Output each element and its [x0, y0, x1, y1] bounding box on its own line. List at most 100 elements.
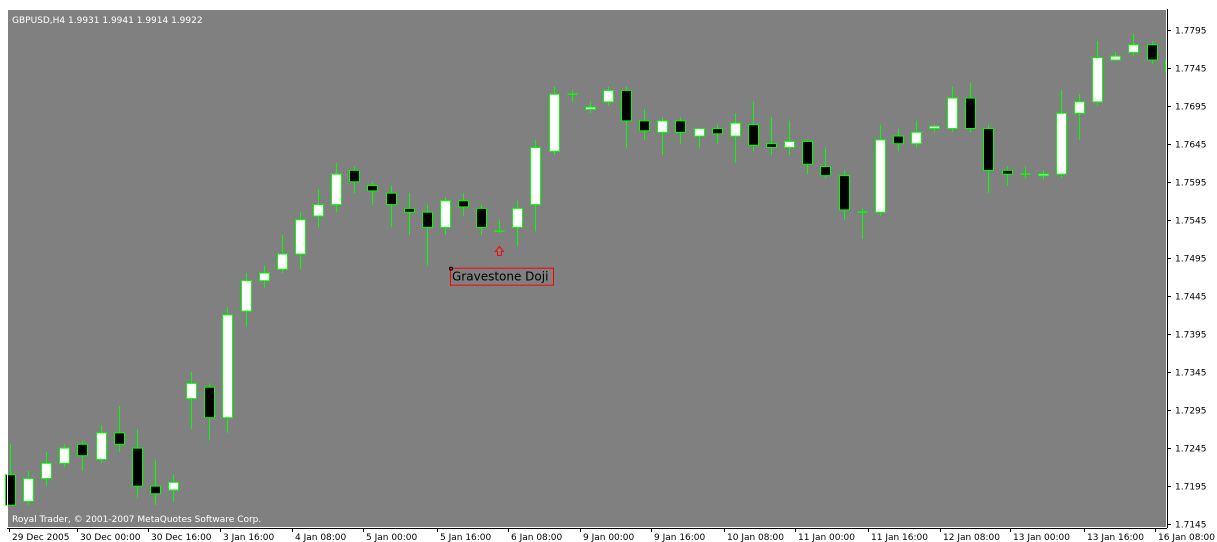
time-tick-label: 4 Jan 08:00 — [295, 533, 347, 542]
price-tick-label: 1.7195 — [1175, 483, 1207, 493]
candle-body-bear — [476, 207, 487, 228]
candle-body-bear — [77, 443, 88, 457]
candle-body-bull — [331, 173, 342, 206]
candle-body-bull — [186, 382, 197, 400]
candle-body-bull — [694, 127, 705, 137]
candle-body-bear — [839, 175, 850, 211]
time-axis-panel — [0, 528, 1217, 542]
candle-body-bear — [150, 485, 161, 495]
candle-body-bear — [1002, 169, 1013, 175]
candle-body-bull — [784, 140, 795, 149]
price-tick-label: 1.7645 — [1175, 141, 1207, 151]
up-arrow-icon — [494, 245, 505, 256]
time-tick-label: 9 Jan 00:00 — [583, 533, 635, 542]
candle-body-bear — [965, 97, 976, 129]
time-tick-label: 5 Jan 00:00 — [366, 533, 418, 542]
candle-body-bear — [132, 447, 143, 487]
candle-body-bull — [41, 462, 52, 480]
time-tick-label: 12 Jan 08:00 — [943, 533, 1000, 542]
copyright-text: Royal Trader, © 2001-2007 MetaQuotes Sof… — [12, 515, 261, 525]
candle-body-bull — [295, 219, 306, 255]
candle-body-bull — [585, 106, 596, 110]
price-tick-label: 1.7145 — [1175, 521, 1207, 531]
candle-body-bear — [712, 127, 723, 135]
time-tick-label: 10 Jan 08:00 — [727, 533, 784, 542]
price-axis: 1.7795 1.7745 1.7695 1.7645 1.7595 1.7545 1.74… — [1167, 9, 1207, 531]
candle-body-bear — [458, 200, 469, 208]
candle-body-bull — [1056, 112, 1067, 175]
price-tick-label: 1.7695 — [1175, 103, 1207, 113]
price-axis-panel — [1167, 0, 1217, 542]
candle-body-bear — [367, 185, 378, 192]
annotation-label: Gravestone Doji — [452, 270, 548, 284]
candle-body-bull — [929, 125, 940, 129]
candle-body-bull — [96, 432, 107, 461]
plot-frame — [7, 9, 1167, 528]
price-tick-label: 1.7595 — [1175, 179, 1207, 189]
time-tick-label: 6 Jan 08:00 — [511, 533, 563, 542]
candle-body-bear — [621, 89, 632, 122]
time-tick-label: 11 Jan 16:00 — [871, 533, 928, 542]
price-tick-label: 1.7395 — [1175, 331, 1207, 341]
candle-body-bull — [440, 200, 451, 228]
price-tick-label: 1.7445 — [1175, 293, 1207, 303]
candle-body-bull — [23, 478, 34, 502]
time-tick-label: 9 Jan 16:00 — [654, 533, 706, 542]
time-tick-label: 3 Jan 16:00 — [223, 533, 275, 542]
price-tick-label: 1.7345 — [1175, 369, 1207, 379]
price-tick-label: 1.7745 — [1175, 65, 1207, 75]
candle-body-bear — [5, 474, 16, 506]
candle-body-bull — [277, 253, 288, 270]
time-tick-label: 5 Jan 16:00 — [440, 533, 492, 542]
candle-body-bear — [204, 386, 215, 419]
pattern-annotation[interactable]: Gravestone Doji — [449, 245, 554, 286]
time-tick-label: 13 Jan 00:00 — [1013, 533, 1070, 542]
candle-body-bear — [1147, 44, 1158, 61]
time-tick-label: 30 Dec 16:00 — [151, 533, 212, 542]
candle-body-bull — [1128, 44, 1139, 53]
candle-body-bull — [1110, 55, 1121, 61]
candle-body-bear — [802, 140, 813, 165]
candle-body-bull — [549, 93, 560, 152]
candle-body-bear — [404, 207, 415, 213]
candle-body-bull — [1074, 101, 1085, 114]
candle-body-bull — [911, 131, 922, 145]
candle-body-bear — [639, 120, 650, 132]
price-tick-label: 1.7245 — [1175, 445, 1207, 455]
candles-layer — [5, 33, 1176, 506]
candle-body-bull — [730, 122, 741, 137]
price-tick-label: 1.7495 — [1175, 255, 1207, 265]
candle-body-bull — [241, 280, 252, 312]
candle-body-bear — [114, 432, 125, 445]
candle-body-bear — [675, 120, 686, 133]
candle-body-bull — [512, 207, 523, 228]
time-tick-label: 11 Jan 00:00 — [798, 533, 855, 542]
candle-body-bear — [349, 169, 360, 183]
candle-body-bull — [259, 272, 270, 282]
candle-body-bull — [603, 89, 614, 103]
candle-body-bull — [657, 120, 668, 133]
candle-body-bear — [422, 211, 433, 228]
candle-body-bull — [59, 447, 70, 464]
annotation-box — [450, 267, 554, 286]
plot-area[interactable] — [7, 9, 1167, 528]
time-tick-label: 29 Dec 2005 — [12, 533, 70, 542]
candle-body-bull — [875, 139, 886, 213]
price-tick-label: 1.7795 — [1175, 27, 1207, 37]
time-axis: 29 Dec 2005 30 Dec 00:00 30 Dec 16:00 3 Jan… — [7, 528, 1215, 542]
candle-body-bull — [1092, 57, 1103, 103]
candle-body-bear — [820, 166, 831, 177]
time-tick-label: 13 Jan 16:00 — [1087, 533, 1144, 542]
candle-body-bull — [168, 481, 179, 491]
candle-body-bull — [530, 147, 541, 206]
price-tick-label: 1.7545 — [1175, 217, 1207, 227]
candle-body-bear — [766, 143, 777, 149]
candle-body-bear — [386, 192, 397, 206]
candle-body-bear — [893, 135, 904, 145]
candle-body-bear — [748, 124, 759, 146]
candle-body-bull — [1038, 173, 1049, 177]
anchor-dot — [449, 266, 453, 271]
symbol-info: GBPUSD,H4 1.9931 1.9941 1.9914 1.9922 — [12, 16, 203, 26]
candle-body-bull — [222, 314, 233, 419]
